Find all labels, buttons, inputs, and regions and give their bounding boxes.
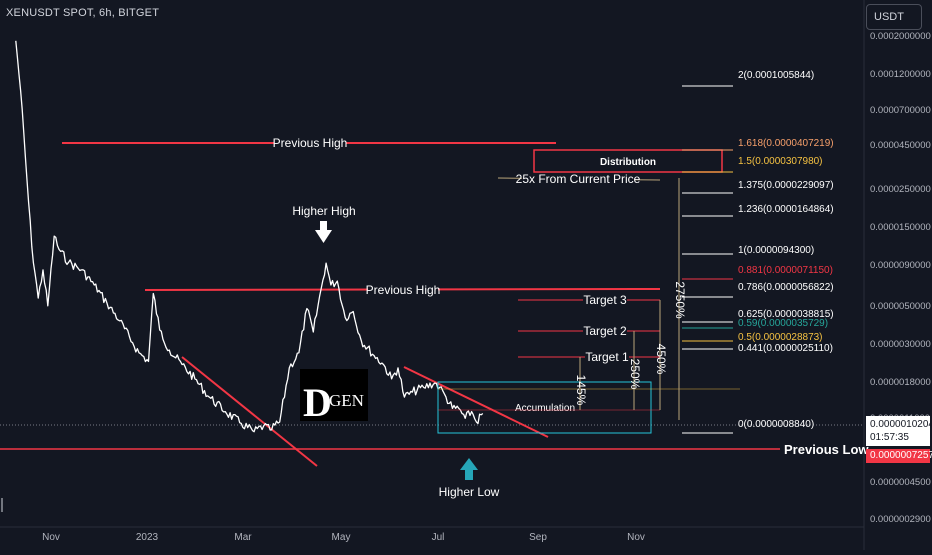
- current-price-value: 0.0000010204: [870, 419, 932, 430]
- fib-label: 0(0.0000008840): [738, 419, 814, 430]
- fib-label: 0.786(0.0000056822): [738, 282, 834, 293]
- fibonacci-levels[interactable]: 2(0.0001005844) 1.618(0.0000407219) 1.5(…: [682, 70, 834, 434]
- downtrend-line-2[interactable]: [403, 366, 549, 438]
- countdown-timer: 01:57:35: [870, 432, 909, 443]
- price-tick: 0.0000004500: [870, 477, 931, 488]
- price-tick: 0.0000250000: [870, 184, 931, 195]
- label-backdrop: [583, 323, 627, 338]
- svg-text:D: D: [303, 380, 332, 425]
- price-tick: 0.0000002900: [870, 514, 931, 525]
- higher-low-label: Higher Low: [439, 485, 500, 499]
- up-arrow-icon: [460, 458, 478, 480]
- time-tick: Mar: [234, 532, 252, 543]
- fib-label: 1.375(0.0000229097): [738, 180, 834, 191]
- price-tick: 0.0000050000: [870, 301, 931, 312]
- accumulation-label: Accumulation: [515, 403, 575, 414]
- logo-text: GEN: [329, 391, 364, 410]
- price-series[interactable]: [15, 40, 484, 433]
- price-tick: 0.0000150000: [870, 222, 931, 233]
- pct-2750-label: 2750%: [673, 281, 687, 319]
- price-tick: 0.0000018000: [870, 377, 931, 388]
- currency-button[interactable]: USDT: [866, 4, 922, 30]
- label-backdrop: [585, 349, 629, 364]
- pct-145-label: 145%: [574, 375, 588, 406]
- fib-label: 2(0.0001005844): [738, 70, 814, 81]
- previous-high-label-1: Previous High: [273, 136, 348, 150]
- pct-250-label: 250%: [628, 359, 642, 390]
- symbol-title[interactable]: XENUSDT SPOT, 6h, BITGET: [6, 7, 160, 19]
- downtrend-line-1[interactable]: [181, 356, 318, 467]
- target1-label: Target 1: [585, 350, 629, 364]
- down-arrow-icon: [315, 221, 332, 243]
- dgen-logo: D GEN: [300, 369, 368, 425]
- pct-450-label: 450%: [654, 344, 668, 375]
- time-tick: Nov: [42, 532, 60, 543]
- price-tick: 0.0000450000: [870, 140, 931, 151]
- from-current-label: 25x From Current Price: [516, 172, 641, 186]
- fib-label: 0.625(0.0000038815): [738, 309, 834, 320]
- label-backdrop: [368, 281, 438, 298]
- time-tick: 2023: [136, 532, 159, 543]
- time-tick: May: [332, 532, 351, 543]
- previous-high-label-2: Previous High: [366, 283, 441, 297]
- fib-label: 0.441(0.0000025110): [738, 343, 833, 354]
- previous-low-label: Previous Low: [784, 442, 869, 457]
- time-tick: Nov: [627, 532, 645, 543]
- fib-label: 1.5(0.0000307980): [738, 156, 823, 167]
- previous-low-price-badge[interactable]: 0.0000007257: [866, 449, 932, 463]
- distribution-label: Distribution: [600, 157, 656, 168]
- fib-label: 0.881(0.0000071150): [738, 265, 833, 276]
- higher-high-label: Higher High: [292, 204, 355, 218]
- accumulation-box[interactable]: [437, 381, 652, 434]
- price-tick: 0.0001200000: [870, 69, 931, 80]
- price-tick: 0.0000090000: [870, 260, 931, 271]
- fib-label: 0.59(0.0000035729): [738, 318, 828, 329]
- fib-label: 1.236(0.0000164864): [738, 204, 834, 215]
- label-backdrop: [274, 134, 346, 151]
- label-backdrop: [522, 171, 634, 186]
- price-tick: 0.0000700000: [870, 105, 931, 116]
- fib-label: 1(0.0000094300): [738, 245, 814, 256]
- label-backdrop: [583, 292, 627, 307]
- target3-label: Target 3: [583, 293, 627, 307]
- target2-label: Target 2: [583, 324, 627, 338]
- time-tick: Sep: [529, 532, 547, 543]
- time-tick: Jul: [432, 532, 445, 543]
- fib-label: 0.5(0.0000028873): [738, 332, 823, 343]
- price-tick: 0.0002000000: [870, 31, 931, 42]
- fib-label: 1.618(0.0000407219): [738, 138, 834, 149]
- price-tick: 0.0000030000: [870, 339, 931, 350]
- distribution-box[interactable]: [533, 149, 723, 173]
- time-axis[interactable]: Nov 2023 Mar May Jul Sep Nov: [42, 532, 645, 543]
- current-price-badge[interactable]: 0.0000010204 01:57:35: [866, 416, 932, 446]
